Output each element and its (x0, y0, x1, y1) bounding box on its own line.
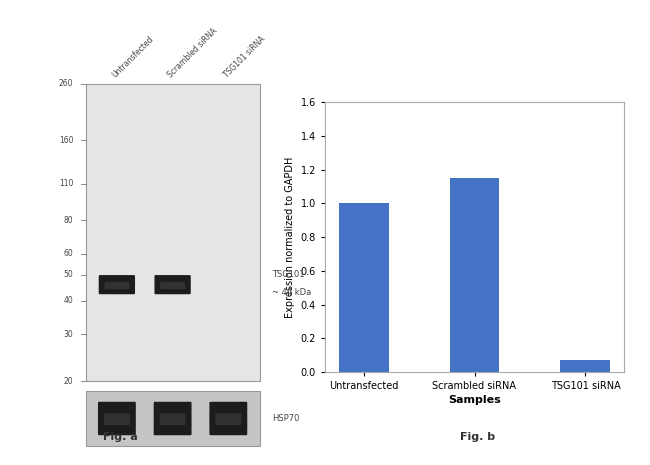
FancyBboxPatch shape (98, 402, 136, 435)
X-axis label: Samples: Samples (448, 395, 501, 405)
FancyBboxPatch shape (155, 275, 190, 294)
Text: HSP70: HSP70 (272, 414, 299, 423)
Text: 60: 60 (64, 249, 73, 259)
Text: 30: 30 (64, 330, 73, 339)
Bar (560, 360, 610, 372)
FancyBboxPatch shape (209, 402, 247, 435)
Text: Fig. b: Fig. b (460, 432, 495, 442)
Text: TSG101: TSG101 (272, 270, 304, 279)
Text: 50: 50 (64, 271, 73, 279)
Bar (450, 178, 499, 372)
Text: ~ 44 kDa: ~ 44 kDa (272, 288, 311, 297)
FancyBboxPatch shape (99, 275, 135, 294)
Text: Fig. a: Fig. a (103, 432, 138, 442)
FancyBboxPatch shape (153, 402, 192, 435)
Text: 40: 40 (64, 296, 73, 306)
Bar (339, 204, 389, 372)
Text: Untransfected: Untransfected (111, 34, 155, 79)
Text: 80: 80 (64, 216, 73, 225)
Bar (86, 391, 260, 446)
Y-axis label: Expression normalized to GAPDH: Expression normalized to GAPDH (285, 156, 295, 318)
Text: Scrambled siRNA: Scrambled siRNA (166, 26, 219, 79)
FancyBboxPatch shape (104, 413, 130, 425)
Bar (86, 84, 260, 381)
FancyBboxPatch shape (161, 282, 185, 289)
FancyBboxPatch shape (215, 413, 241, 425)
FancyBboxPatch shape (105, 282, 129, 289)
Text: 20: 20 (64, 377, 73, 386)
Text: 160: 160 (58, 135, 73, 145)
Text: TSG101 siRNA: TSG101 siRNA (222, 34, 267, 79)
FancyBboxPatch shape (160, 413, 185, 425)
Text: 260: 260 (58, 79, 73, 88)
Text: 110: 110 (59, 179, 73, 188)
